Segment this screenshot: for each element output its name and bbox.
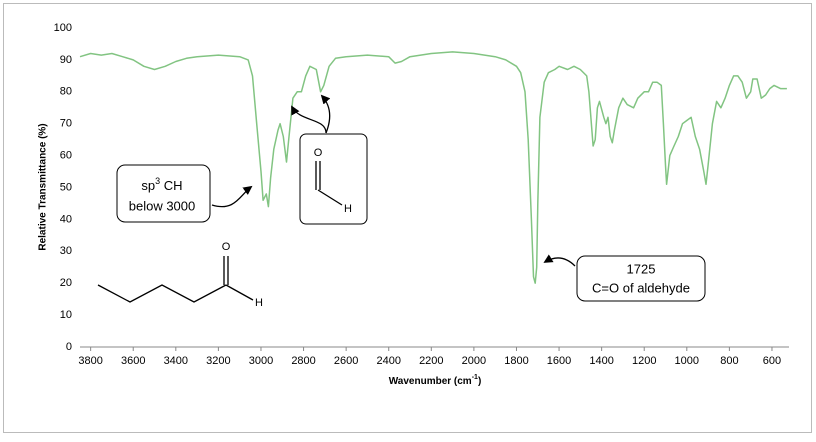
arrow xyxy=(543,254,576,267)
annotation-text: sp3 CH xyxy=(141,176,182,193)
y-tick-label: 20 xyxy=(60,277,72,289)
atom-label: O xyxy=(314,147,323,159)
y-tick-label: 10 xyxy=(60,309,72,321)
annotation-box xyxy=(299,133,368,225)
y-tick-label: 40 xyxy=(60,213,72,225)
y-tick-label: 30 xyxy=(60,245,72,257)
x-tick-label: 3800 xyxy=(78,355,102,367)
y-tick-label: 0 xyxy=(66,341,72,353)
arrow xyxy=(211,185,253,208)
annotation-box xyxy=(116,164,211,223)
x-tick-label: 800 xyxy=(720,355,738,367)
y-tick-label: 50 xyxy=(60,181,72,193)
arrow xyxy=(320,94,331,134)
x-tick-label: 2800 xyxy=(291,355,315,367)
x-tick-label: 1000 xyxy=(675,355,699,367)
y-tick-label: 100 xyxy=(54,22,72,34)
y-tick-label: 90 xyxy=(60,54,72,66)
annotation-text: below 3000 xyxy=(129,198,196,213)
x-tick-label: 2400 xyxy=(376,355,400,367)
structure xyxy=(97,256,254,303)
spectrum-line xyxy=(79,51,787,284)
x-tick-label: 3200 xyxy=(206,355,230,367)
y-tick-label: 70 xyxy=(60,118,72,130)
x-tick-label: 3600 xyxy=(121,355,145,367)
atom-label: O xyxy=(222,241,231,253)
x-tick-label: 1800 xyxy=(504,355,528,367)
x-tick-label: 1200 xyxy=(632,355,656,367)
x-tick-label: 1400 xyxy=(589,355,613,367)
y-tick-label: 80 xyxy=(60,86,72,98)
annotation-text: C=O of aldehyde xyxy=(592,280,690,295)
x-tick-label: 3000 xyxy=(249,355,273,367)
x-axis-title: Wavenumber (cm-1) xyxy=(389,374,482,387)
y-axis-title: Relative Transmittance (%) xyxy=(38,123,49,250)
atom-label: H xyxy=(255,297,263,309)
plot-area: 0 10 20 30 40 50 60 70 80 90 100 3800 3600 3400 3200 30… xyxy=(54,22,789,367)
x-tick-label: 1600 xyxy=(547,355,571,367)
x-tick-label: 3400 xyxy=(164,355,188,367)
x-tick-label: 2600 xyxy=(334,355,358,367)
annotation-box xyxy=(576,255,706,302)
annotation-text: 1725 xyxy=(627,261,656,276)
x-tick-label: 2200 xyxy=(419,355,443,367)
x-tick-label: 600 xyxy=(763,355,781,367)
bond xyxy=(315,161,343,206)
x-tick-label: 2000 xyxy=(462,355,486,367)
atom-label: H xyxy=(344,203,352,215)
arrow xyxy=(291,105,327,134)
y-tick-label: 60 xyxy=(60,150,72,162)
